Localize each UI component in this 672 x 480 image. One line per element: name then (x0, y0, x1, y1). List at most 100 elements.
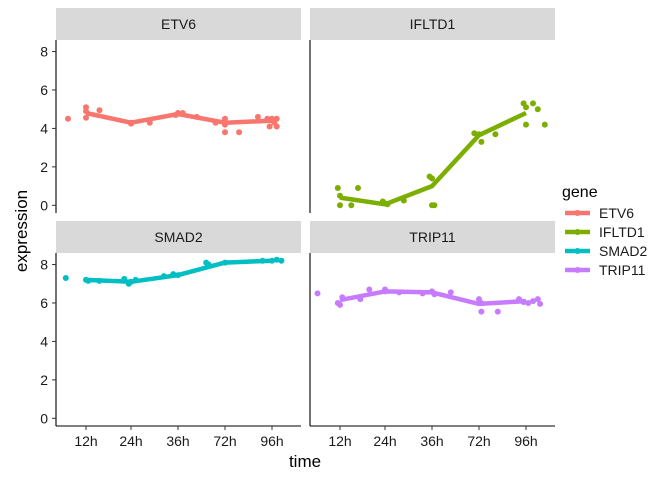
x-tick-label: 36h (420, 433, 443, 449)
trend-line (85, 258, 273, 285)
data-point (193, 113, 200, 120)
strip-label: ETV6 (161, 16, 196, 32)
data-point (478, 300, 485, 306)
y-tick-label: 4 (40, 120, 48, 136)
data-point (212, 119, 219, 126)
data-point (266, 123, 273, 130)
data-point (334, 185, 341, 191)
data-point (121, 275, 128, 282)
legend-item-label: ETV6 (599, 205, 634, 221)
data-point (236, 129, 243, 136)
data-point (516, 296, 522, 303)
data-point (222, 115, 228, 122)
x-tick-label: 24h (119, 433, 142, 449)
data-point (337, 301, 343, 308)
data-point (447, 289, 454, 296)
trend-line (339, 110, 527, 207)
facet-panels: ETV6 IFLTD1 SMAD2 TRIP11 (56, 8, 555, 315)
y-tick-label: 4 (40, 333, 48, 349)
panel-ifltd1: IFLTD1 (310, 8, 555, 209)
data-point (534, 296, 541, 303)
data-point (264, 115, 271, 122)
data-point (339, 294, 346, 301)
axes: 0 2 4 6 8 0 2 4 6 8 12h 24h 36h 72h 96h 12h 24h 36h 72h 96h (40, 40, 555, 449)
data-point (259, 257, 266, 264)
x-tick-label: 12h (74, 433, 97, 449)
panel-smad2: SMAD2 (56, 221, 301, 287)
x-tick-label: 12h (328, 433, 351, 449)
data-point (128, 120, 134, 127)
legend-item-label: IFLTD1 (599, 224, 645, 240)
data-point (179, 110, 186, 116)
data-point (431, 291, 438, 298)
data-point (419, 290, 426, 297)
legend-item-label: TRIP11 (599, 262, 646, 278)
data-point (273, 123, 280, 130)
y-tick-label: 8 (40, 257, 48, 273)
legend-key-point (574, 210, 581, 216)
data-point (520, 299, 527, 305)
data-point (222, 121, 228, 128)
data-point (478, 138, 485, 145)
data-point (314, 290, 321, 297)
data-point (530, 298, 536, 305)
x-tick-label: 96h (260, 433, 283, 449)
x-tick-label: 72h (213, 433, 236, 449)
data-point (132, 276, 139, 283)
y-tick-label: 6 (40, 295, 48, 311)
legend-key-point (574, 248, 581, 254)
data-point (357, 296, 364, 303)
strip-label: TRIP11 (409, 229, 456, 245)
data-point (170, 271, 177, 278)
data-point (175, 272, 181, 279)
legend-key-point (574, 267, 581, 273)
data-point (523, 121, 529, 128)
y-tick-label: 8 (40, 44, 48, 60)
legend-key-point (574, 229, 581, 235)
data-point (160, 273, 167, 280)
data-point (494, 308, 501, 315)
data-point (492, 131, 499, 138)
data-point (205, 261, 212, 268)
data-point (337, 192, 343, 199)
y-axis-title: expression (12, 190, 31, 272)
data-point (273, 256, 280, 263)
strip-ifltd1 (310, 8, 555, 40)
data-point (541, 121, 548, 128)
panel-trip11: TRIP11 (310, 221, 555, 315)
strip-label: IFLTD1 (410, 16, 456, 32)
data-point (525, 300, 532, 306)
data-point (65, 115, 71, 122)
data-point (348, 202, 355, 209)
x-tick-label: 36h (166, 433, 189, 449)
legend-title: gene (562, 184, 598, 201)
strip-trip11 (310, 221, 555, 253)
data-point (254, 113, 261, 120)
data-point (278, 257, 285, 264)
data-point (523, 104, 529, 111)
data-point (396, 289, 403, 296)
x-axis-title: time (289, 452, 321, 471)
data-point (337, 202, 343, 209)
y-tick-label: 6 (40, 82, 48, 98)
data-point (530, 100, 536, 107)
legend-item-label: SMAD2 (599, 243, 647, 259)
data-point (146, 119, 153, 126)
data-point (269, 257, 275, 264)
x-tick-label: 24h (373, 433, 396, 449)
data-point (273, 115, 280, 122)
data-point (222, 259, 228, 266)
data-point (85, 277, 92, 284)
data-point (429, 175, 435, 182)
data-point (478, 308, 485, 315)
y-tick-label: 2 (40, 159, 48, 175)
data-point (382, 288, 388, 295)
data-point (534, 106, 541, 113)
data-point (537, 300, 544, 307)
data-point (384, 201, 391, 208)
data-point (431, 202, 438, 209)
data-point (400, 197, 407, 204)
y-tick-label: 0 (40, 197, 48, 213)
